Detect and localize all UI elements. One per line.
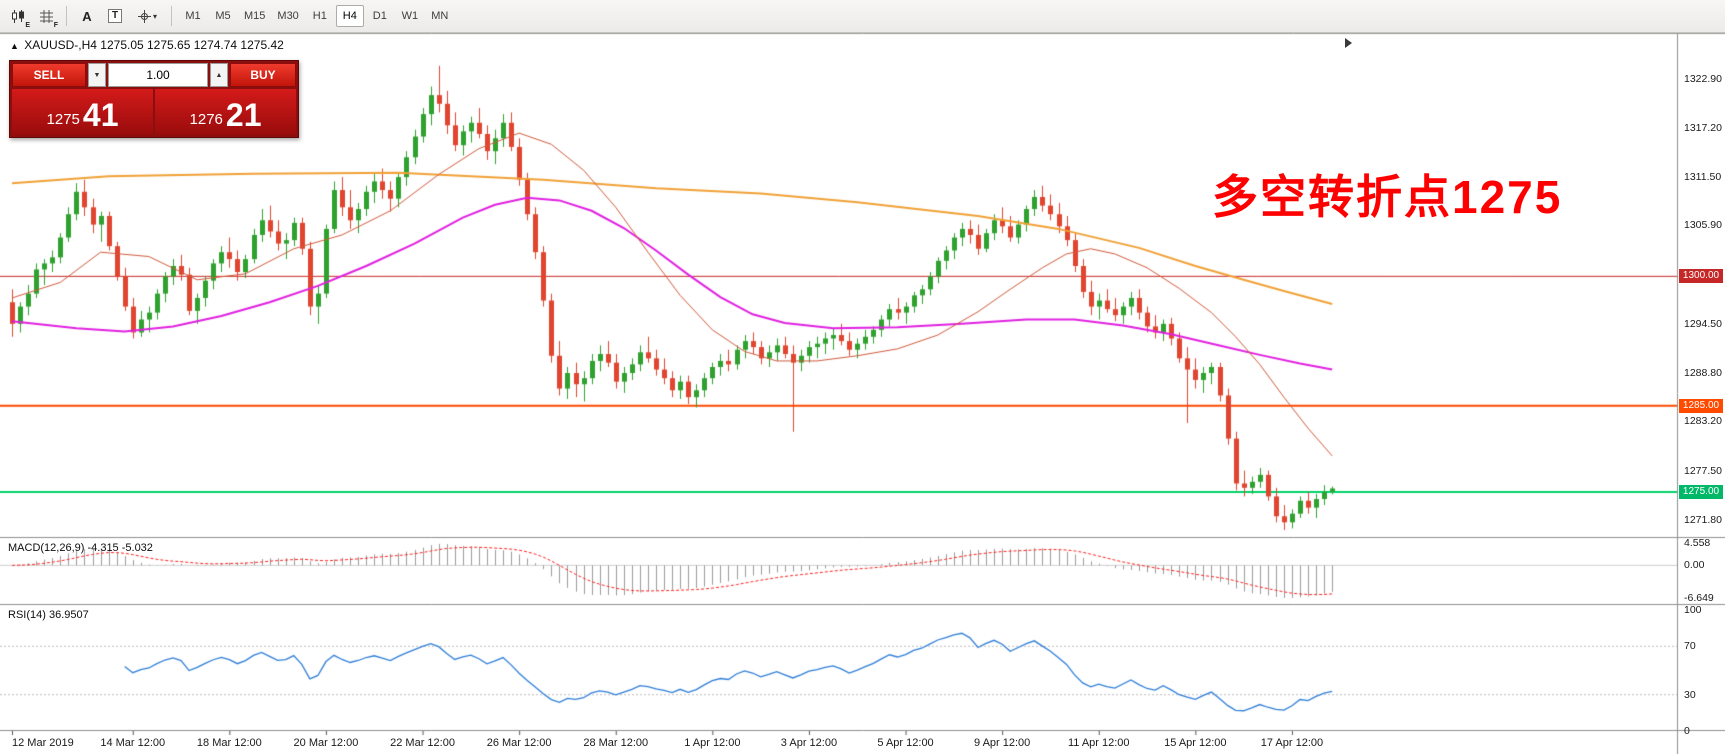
tf-m1-button[interactable]: M1 bbox=[179, 5, 207, 27]
sell-price-pips: 41 bbox=[82, 97, 119, 133]
tf-h4-button[interactable]: H4 bbox=[335, 5, 364, 27]
buy-button[interactable]: BUY bbox=[230, 63, 296, 87]
collapse-triangle-icon: ▲ bbox=[10, 41, 19, 51]
tf-d1-button[interactable]: D1 bbox=[366, 5, 394, 27]
toolbar: E F A T ▾ M1 M5 M15 M30 H1 H4 D1 W1 MN bbox=[0, 0, 1725, 33]
tf-m15-button[interactable]: M15 bbox=[239, 5, 270, 27]
text-tool-icon[interactable]: A bbox=[82, 8, 92, 24]
tf-w1-button[interactable]: W1 bbox=[396, 5, 424, 27]
buy-price[interactable]: 1276 21 bbox=[155, 89, 296, 135]
chevron-down-icon: ▾ bbox=[152, 11, 157, 21]
volume-input[interactable] bbox=[108, 63, 208, 87]
toolbar-separator bbox=[171, 6, 172, 26]
chart-annotation-text: 多空转折点1275 bbox=[1212, 171, 1563, 223]
sell-price[interactable]: 1275 41 bbox=[12, 89, 153, 135]
chart-type-icon[interactable]: E bbox=[4, 3, 32, 29]
symbol-period-label: XAUUSD-,H4 bbox=[24, 38, 97, 52]
one-click-trading-panel: SELL ▼ ▲ BUY 1275 41 1276 21 bbox=[9, 60, 299, 138]
icon-sub-label: F bbox=[53, 22, 58, 29]
textbox-tool-icon[interactable]: T bbox=[101, 3, 129, 29]
indicator-grid-icon[interactable]: F bbox=[32, 3, 60, 29]
volume-up-button[interactable]: ▲ bbox=[210, 63, 228, 87]
sell-price-big: 1275 bbox=[46, 111, 80, 128]
toolbar-separator bbox=[66, 6, 67, 26]
volume-down-button[interactable]: ▼ bbox=[88, 63, 106, 87]
macd-indicator-label: MACD(12,26,9) -4.315 -5.032 bbox=[8, 542, 153, 554]
chart-title: ▲ XAUUSD-,H4 1275.05 1275.65 1274.74 127… bbox=[10, 38, 284, 52]
tf-m5-button[interactable]: M5 bbox=[209, 5, 237, 27]
icon-sub-label: E bbox=[25, 22, 30, 29]
buy-price-big: 1276 bbox=[189, 111, 223, 128]
sell-button[interactable]: SELL bbox=[12, 63, 86, 87]
buy-price-pips: 21 bbox=[225, 97, 262, 133]
chart-shift-marker bbox=[1345, 38, 1352, 48]
tf-mn-button[interactable]: MN bbox=[426, 5, 454, 27]
ohlc-values: 1275.05 1275.65 1274.74 1275.42 bbox=[100, 38, 284, 52]
crosshair-tool-icon[interactable]: ▾ bbox=[129, 3, 165, 29]
rsi-indicator-label: RSI(14) 36.9507 bbox=[8, 609, 89, 621]
tf-h1-button[interactable]: H1 bbox=[306, 5, 334, 27]
tf-m30-button[interactable]: M30 bbox=[272, 5, 303, 27]
